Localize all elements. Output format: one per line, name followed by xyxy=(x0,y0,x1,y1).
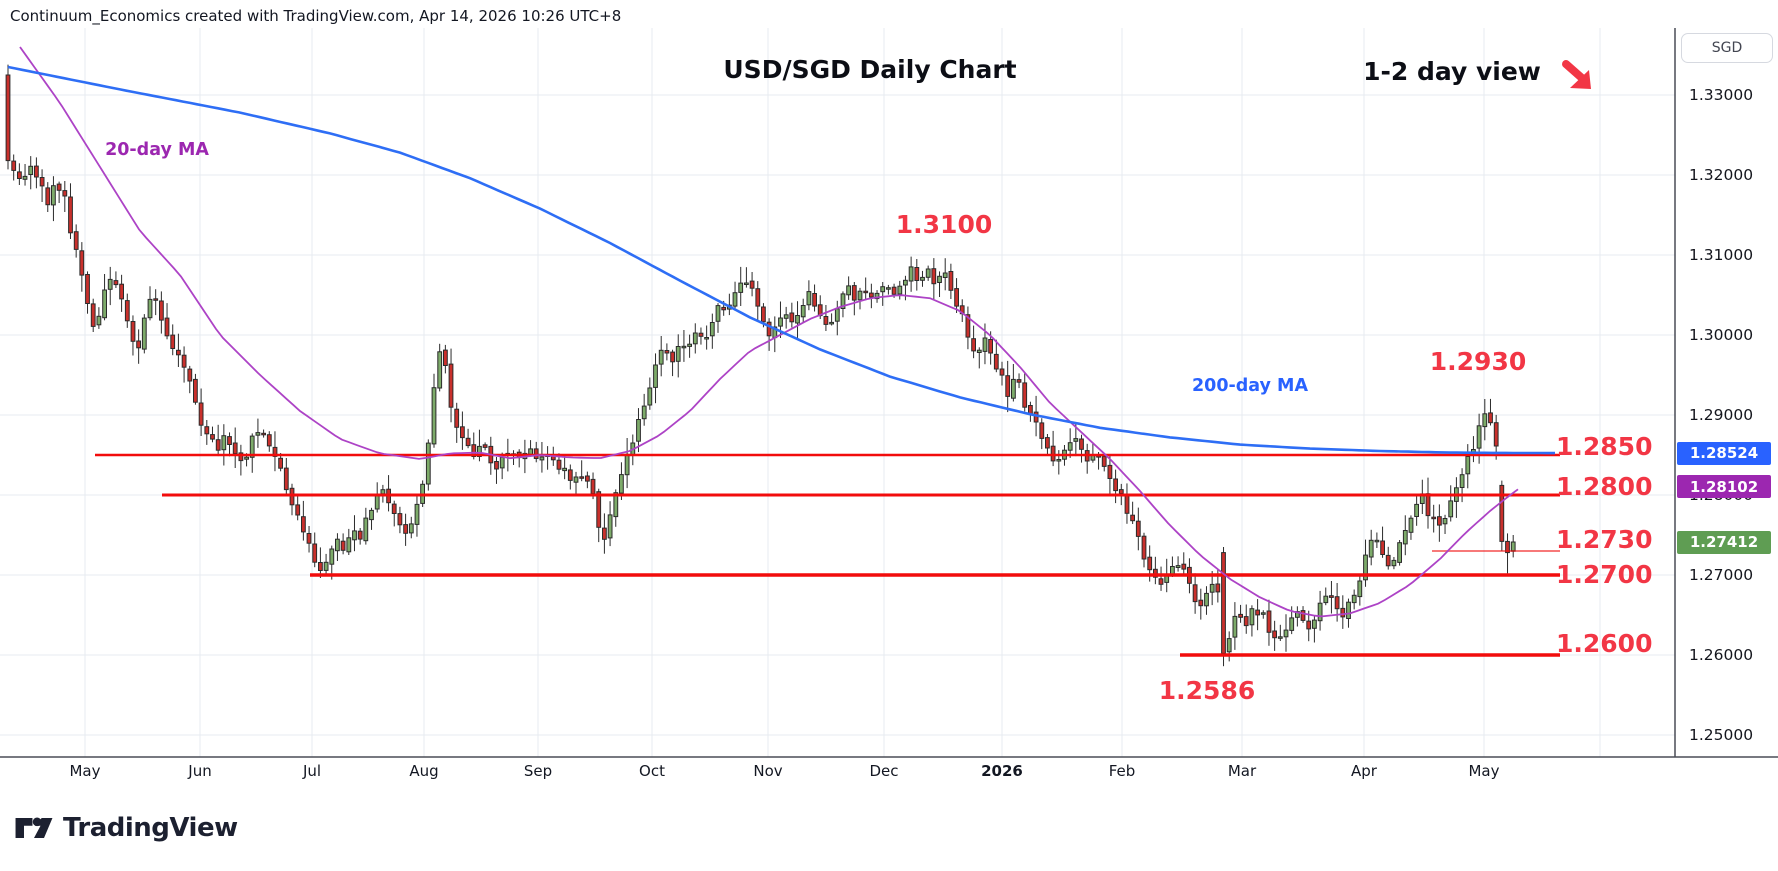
time-axis-label: Dec xyxy=(869,762,899,780)
time-axis-label: Mar xyxy=(1227,762,1257,780)
arrow-down-right-icon xyxy=(1562,60,1591,89)
price-badge-last: 1.27412 xyxy=(1677,530,1771,554)
time-axis-label: Aug xyxy=(409,762,439,780)
view-note-label: 1-2 day view xyxy=(1363,57,1541,86)
price-tick-label: 1.32000 xyxy=(1689,166,1754,184)
time-axis-label: May xyxy=(1468,762,1500,780)
chart-credit: Continuum_Economics created with Trading… xyxy=(10,7,622,25)
time-axis-label: Jul xyxy=(302,762,322,780)
time-axis-label: 2026 xyxy=(981,762,1023,780)
sr-level-label: 1.2850 xyxy=(1556,432,1653,461)
price-tick-label: 1.29000 xyxy=(1689,406,1754,424)
price-annotation: 1.3100 xyxy=(895,210,993,239)
price-badge-ma200: 1.28524 xyxy=(1677,441,1771,465)
price-tick-label: 1.26000 xyxy=(1689,646,1754,664)
price-tick-label: 1.27000 xyxy=(1689,566,1754,584)
currency-axis-button[interactable]: SGD xyxy=(1681,33,1773,63)
price-tick-label: 1.30000 xyxy=(1689,326,1754,344)
time-axis-label: Nov xyxy=(753,762,783,780)
price-badge-ma20: 1.28102 xyxy=(1677,475,1771,499)
price-tick-label: 1.31000 xyxy=(1689,246,1754,264)
time-axis-label: Apr xyxy=(1351,762,1377,780)
time-axis-label: Feb xyxy=(1108,762,1136,780)
tradingview-logo-text: TradingView xyxy=(63,813,238,843)
ma200-label: 200-day MA xyxy=(1191,376,1309,396)
time-axis-label: Sep xyxy=(523,762,553,780)
tradingview-mark-icon xyxy=(15,817,53,838)
price-annotation: 1.2586 xyxy=(1158,676,1256,705)
price-tick-label: 1.25000 xyxy=(1689,726,1754,744)
sr-level-label: 1.2600 xyxy=(1556,629,1653,658)
page-title: USD/SGD Daily Chart xyxy=(723,55,1017,84)
time-axis-label: Oct xyxy=(639,762,665,780)
tradingview-logo[interactable]: TradingView xyxy=(14,813,238,843)
price-annotation: 1.2930 xyxy=(1429,347,1527,376)
time-axis-label: May xyxy=(69,762,101,780)
sr-level-label: 1.2700 xyxy=(1556,560,1653,589)
sr-level-label: 1.2800 xyxy=(1556,472,1653,501)
time-axis-label: Jun xyxy=(188,762,212,780)
price-tick-label: 1.33000 xyxy=(1689,86,1754,104)
sr-level-label: 1.2730 xyxy=(1556,525,1653,554)
ma20-label: 20-day MA xyxy=(105,140,209,160)
